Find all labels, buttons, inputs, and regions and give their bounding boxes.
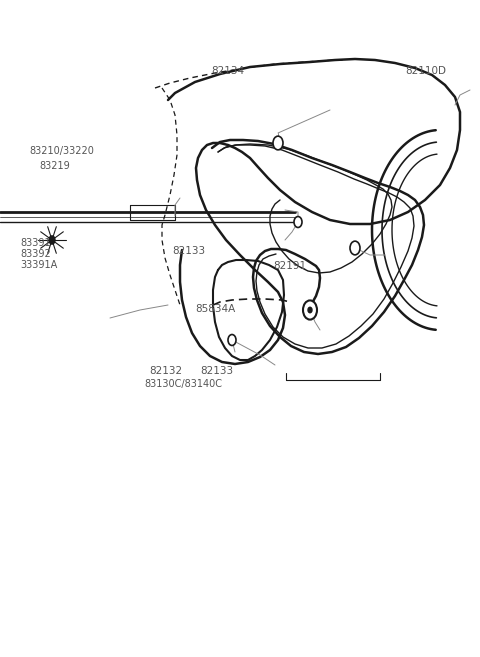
Text: 83130C/83140C: 83130C/83140C (144, 379, 222, 390)
Text: 82134: 82134 (211, 66, 244, 76)
Text: 82133: 82133 (201, 366, 234, 376)
Circle shape (308, 307, 312, 313)
Text: 83219: 83219 (39, 160, 70, 171)
Text: 82132: 82132 (149, 366, 182, 376)
Circle shape (294, 217, 302, 227)
Text: 83210/33220: 83210/33220 (30, 146, 95, 156)
Text: 83392: 83392 (20, 249, 51, 260)
Text: 82110D: 82110D (406, 66, 446, 76)
Circle shape (273, 136, 283, 150)
Text: 83391: 83391 (20, 238, 51, 248)
Circle shape (303, 300, 317, 319)
Circle shape (350, 241, 360, 255)
Circle shape (228, 334, 236, 346)
Text: 33391A: 33391A (20, 260, 58, 271)
Text: 85834A: 85834A (195, 304, 235, 314)
Circle shape (49, 236, 55, 244)
Text: 82191: 82191 (274, 261, 307, 271)
Text: 82133: 82133 (172, 246, 205, 256)
